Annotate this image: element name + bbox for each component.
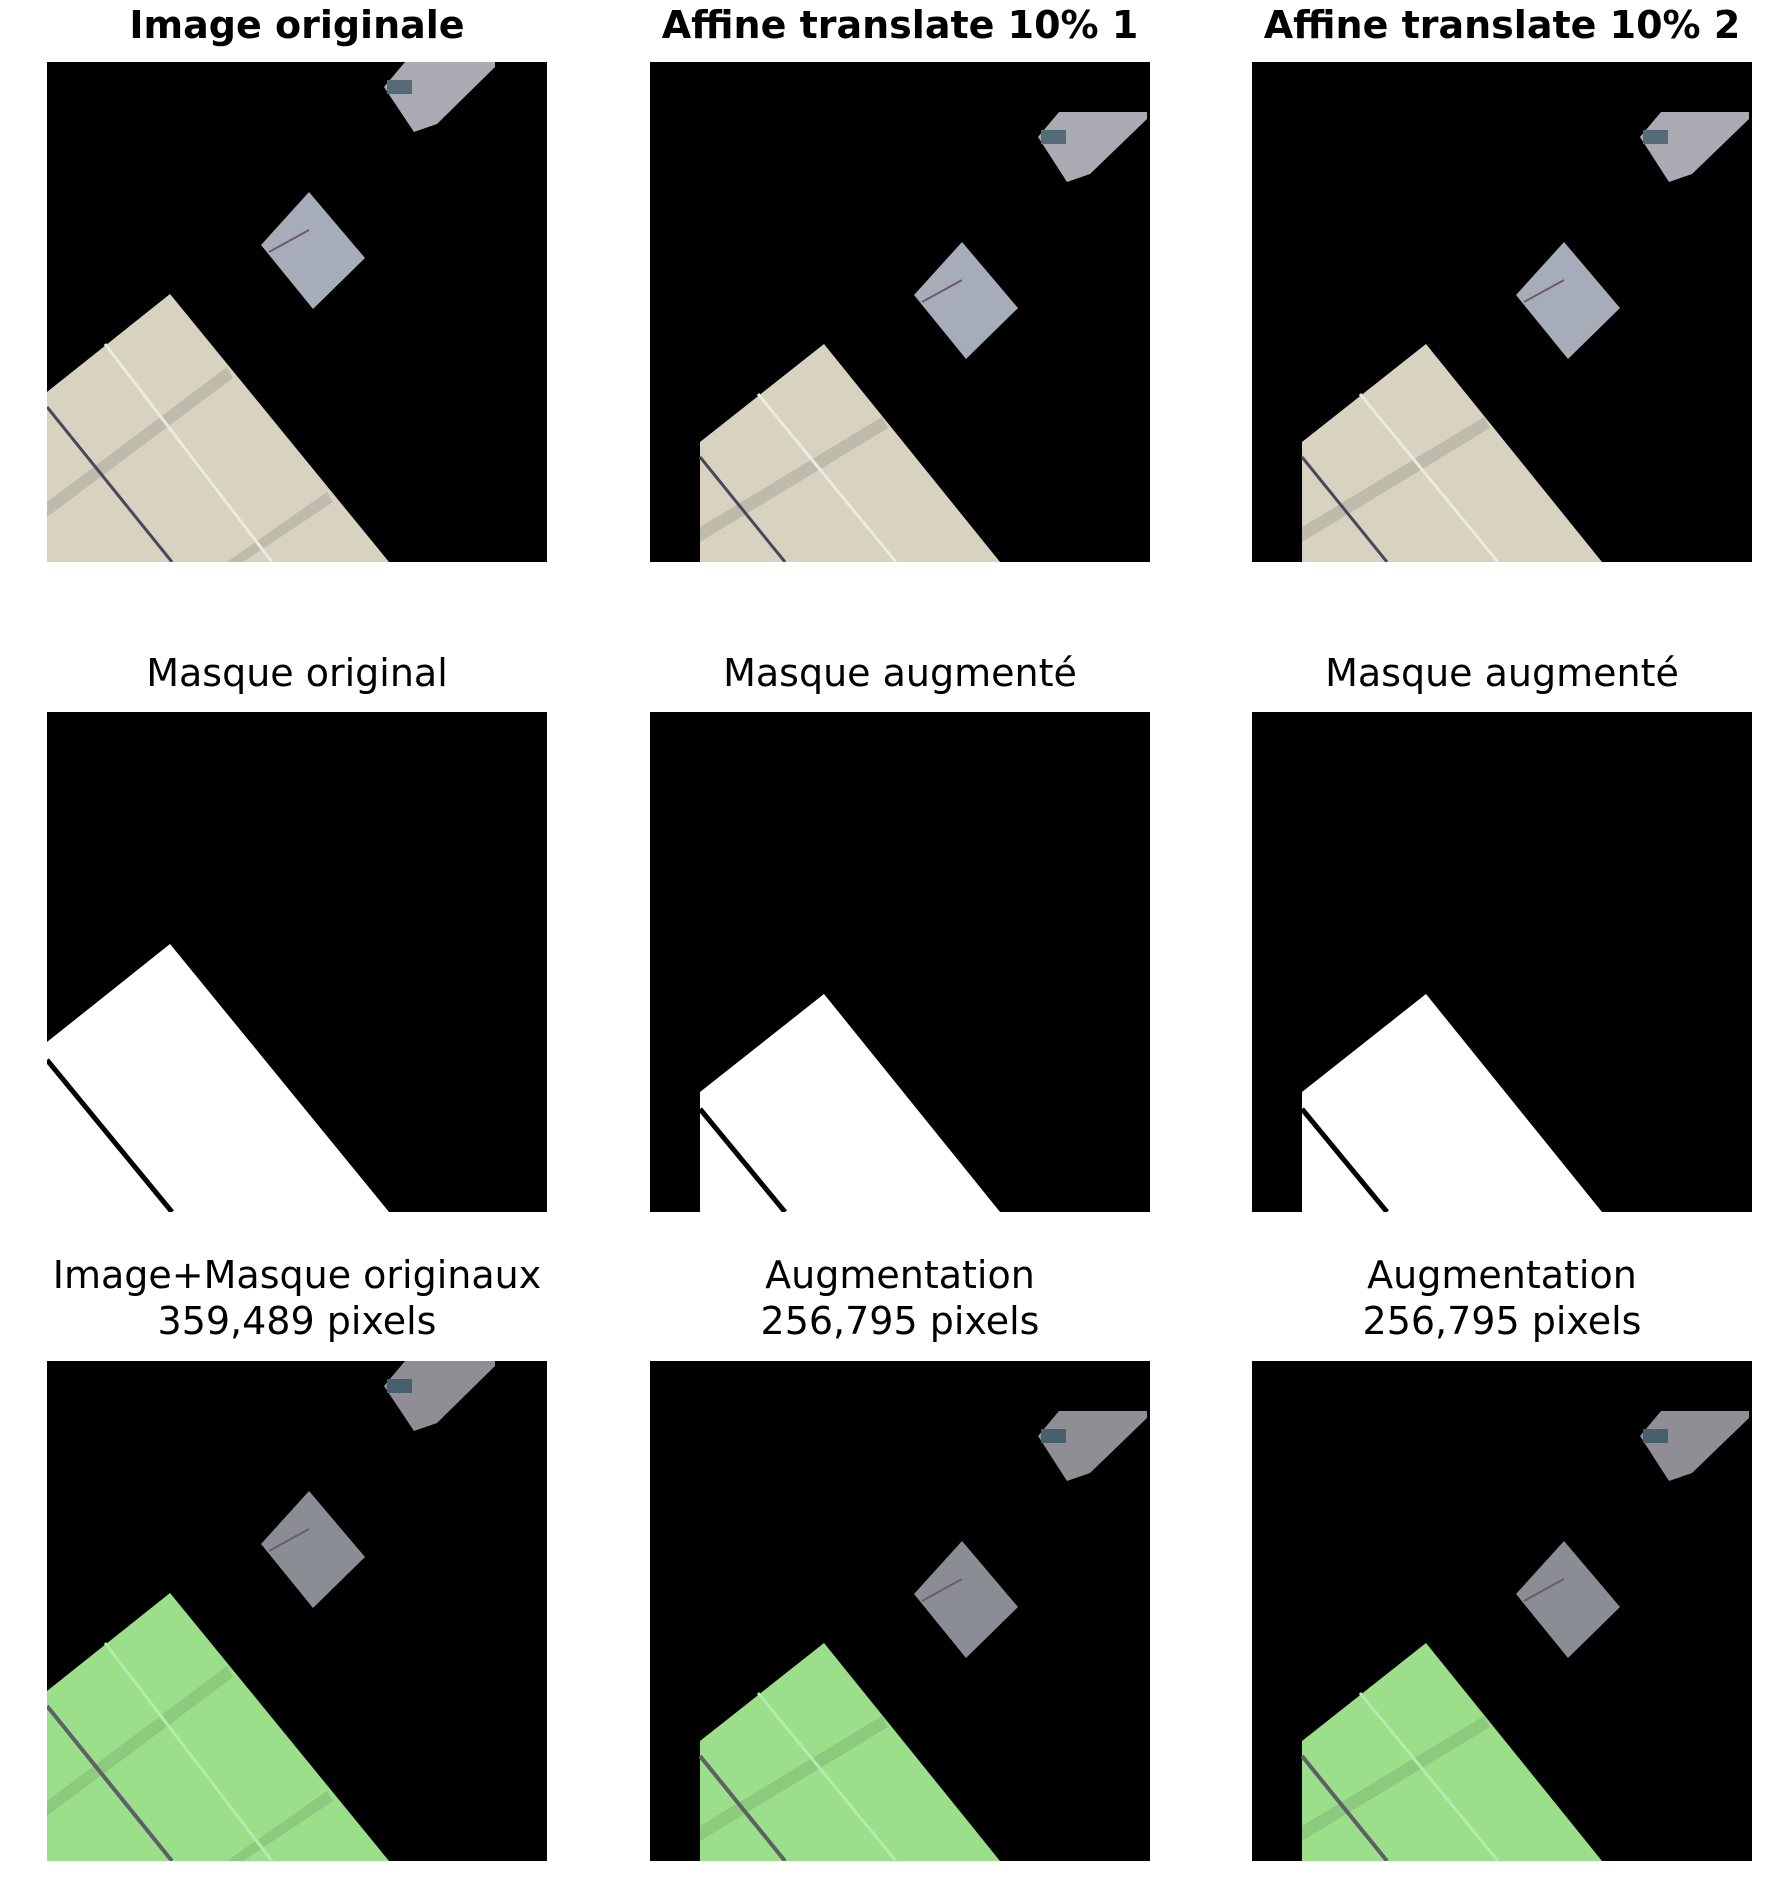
- overlay-image: [47, 1361, 547, 1861]
- title-line: Image+Masque originaux: [52, 1253, 542, 1297]
- panel-title: Affine translate 10% 2: [1252, 2, 1752, 48]
- aerial-image: [47, 62, 547, 562]
- title-line: Masque augmenté: [723, 651, 1077, 695]
- overlay-image: [650, 1361, 1150, 1861]
- title-line: Affine translate 10% 1: [661, 3, 1139, 47]
- pixel-count: 256,795 pixels: [1362, 1299, 1642, 1343]
- aerial-image-translated: [1252, 62, 1752, 562]
- binary-mask: [1252, 712, 1752, 1212]
- title-line: Affine translate 10% 2: [1263, 3, 1741, 47]
- aerial-image-translated: [650, 62, 1150, 562]
- panel-title: Masque augmenté: [650, 650, 1150, 696]
- title-line: Augmentation: [765, 1253, 1035, 1297]
- panel-title: Masque augmenté: [1252, 650, 1752, 696]
- panel-title: Augmentation 256,795 pixels: [1252, 1252, 1752, 1344]
- panel-title: Affine translate 10% 1: [650, 2, 1150, 48]
- panel-title: Augmentation 256,795 pixels: [650, 1252, 1150, 1344]
- title-line: Image originale: [129, 3, 465, 47]
- panel-title: Masque original: [47, 650, 547, 696]
- title-line: Augmentation: [1367, 1253, 1637, 1297]
- pixel-count: 256,795 pixels: [760, 1299, 1040, 1343]
- pixel-count: 359,489 pixels: [157, 1299, 437, 1343]
- panel-title: Image+Masque originaux 359,489 pixels: [47, 1252, 547, 1344]
- binary-mask: [47, 712, 547, 1212]
- binary-mask: [650, 712, 1150, 1212]
- overlay-image: [1252, 1361, 1752, 1861]
- title-line: Masque augmenté: [1325, 651, 1679, 695]
- panel-title: Image originale: [47, 2, 547, 48]
- title-line: Masque original: [146, 651, 448, 695]
